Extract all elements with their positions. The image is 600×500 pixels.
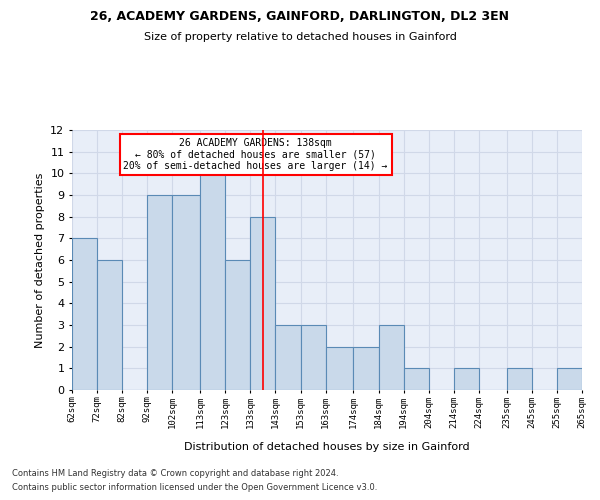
Bar bbox=[200, 174, 225, 390]
Bar bbox=[454, 368, 479, 390]
Bar bbox=[225, 260, 250, 390]
Bar bbox=[353, 346, 379, 390]
Text: Contains HM Land Registry data © Crown copyright and database right 2024.: Contains HM Land Registry data © Crown c… bbox=[12, 468, 338, 477]
Bar bbox=[301, 325, 326, 390]
Bar bbox=[275, 325, 301, 390]
Text: Size of property relative to detached houses in Gainford: Size of property relative to detached ho… bbox=[143, 32, 457, 42]
Bar bbox=[172, 195, 200, 390]
Bar bbox=[326, 346, 353, 390]
Text: Contains public sector information licensed under the Open Government Licence v3: Contains public sector information licen… bbox=[12, 484, 377, 492]
Bar bbox=[97, 260, 122, 390]
Text: 26, ACADEMY GARDENS, GAINFORD, DARLINGTON, DL2 3EN: 26, ACADEMY GARDENS, GAINFORD, DARLINGTO… bbox=[91, 10, 509, 23]
Bar bbox=[557, 368, 582, 390]
Bar bbox=[72, 238, 97, 390]
Text: Distribution of detached houses by size in Gainford: Distribution of detached houses by size … bbox=[184, 442, 470, 452]
Bar bbox=[404, 368, 429, 390]
Bar bbox=[379, 325, 404, 390]
Y-axis label: Number of detached properties: Number of detached properties bbox=[35, 172, 44, 348]
Bar bbox=[148, 195, 172, 390]
Bar bbox=[506, 368, 532, 390]
Text: 26 ACADEMY GARDENS: 138sqm
← 80% of detached houses are smaller (57)
20% of semi: 26 ACADEMY GARDENS: 138sqm ← 80% of deta… bbox=[124, 138, 388, 171]
Bar bbox=[250, 216, 275, 390]
